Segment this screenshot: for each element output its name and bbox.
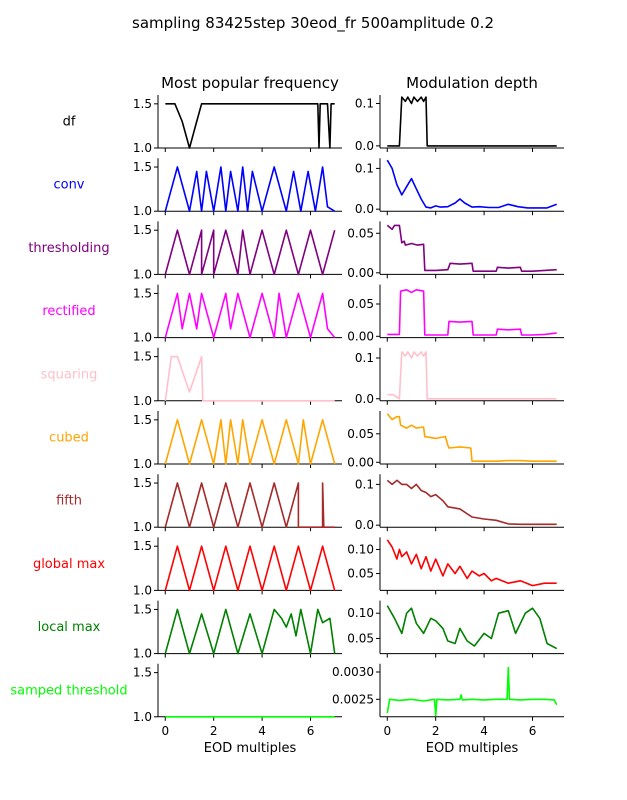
mod-ytick-label: 0.0030 [332, 665, 374, 679]
freq-ytick-label: 1.0 [133, 710, 152, 724]
panels: df 1.0 1.5 0.0 0.1 conv 1.0 1.5 0.0 0.1 thresholdi… [10, 95, 564, 738]
freq-ytick-label: 1.5 [133, 666, 152, 680]
freq-series-line-1 [164, 166, 336, 212]
mod-ytick-label: 0.0 [355, 392, 374, 406]
xlabel-frequency: EOD multiples [204, 741, 297, 756]
freq-series-line-7 [164, 545, 336, 592]
mod-ytick-label: 0.05 [347, 427, 374, 441]
mod-ytick-label: 0.1 [355, 161, 374, 175]
freq-series-line-5 [164, 418, 336, 465]
row-label-4: squaring [41, 367, 98, 382]
row-label-1: conv [53, 178, 84, 193]
mod-series-line-0 [387, 96, 557, 147]
freq-ytick-label: 1.5 [133, 223, 152, 237]
row-label-9: samped threshold [10, 683, 127, 698]
mod-ytick-label: 0.1 [355, 351, 374, 365]
mod-ytick-label: 0.1 [355, 96, 374, 110]
freq-series-line-2 [164, 229, 336, 276]
mod-ytick-label: 0.0 [355, 202, 374, 216]
row-label-0: df [63, 115, 76, 130]
mod-ytick-label: 0.1 [355, 477, 374, 491]
mod-xtick-label: 0 [383, 724, 391, 738]
freq-ytick-label: 1.0 [133, 647, 152, 661]
freq-ytick-label: 1.0 [133, 457, 152, 471]
freq-series-line-8 [164, 608, 336, 655]
freq-ytick-label: 1.0 [133, 331, 152, 345]
mod-series-line-1 [386, 159, 557, 209]
mod-ytick-label: 0.05 [347, 297, 374, 311]
row-label-7: global max [33, 557, 105, 572]
column-title-frequency: Most popular frequency [161, 74, 339, 92]
mod-ytick-label: 0.00 [347, 266, 374, 280]
mod-series-line-4 [387, 351, 557, 400]
row-label-8: local max [38, 620, 101, 635]
mod-ytick-label: 0.10 [347, 606, 374, 620]
mod-ytick-label: 0.00 [347, 329, 374, 343]
freq-ytick-label: 1.5 [133, 539, 152, 553]
freq-xtick-label: 0 [161, 724, 169, 738]
row-label-5: cubed [49, 431, 89, 446]
mod-ytick-label: 0.05 [347, 226, 374, 240]
mod-series-line-2 [386, 224, 557, 273]
mod-ytick-label: 0.10 [347, 542, 374, 556]
mod-series-line-8 [386, 605, 558, 650]
mod-xtick-label: 6 [529, 724, 537, 738]
mod-xtick-label: 2 [432, 724, 440, 738]
freq-series-line-0 [165, 103, 335, 149]
freq-series-line-4 [164, 355, 335, 402]
freq-xtick-label: 4 [258, 724, 266, 738]
freq-xtick-label: 6 [307, 724, 315, 738]
freq-ytick-label: 1.5 [133, 97, 152, 111]
mod-ytick-label: 0.00 [347, 455, 374, 469]
row-label-2: thresholding [28, 241, 109, 256]
mod-ytick-label: 0.0 [355, 518, 374, 532]
freq-ytick-label: 1.0 [133, 204, 152, 218]
mod-ytick-label: 0.05 [347, 567, 374, 581]
mod-ytick-label: 0.0 [355, 139, 374, 153]
freq-ytick-label: 1.0 [133, 583, 152, 597]
mod-series-line-5 [386, 413, 557, 463]
xlabel-modulation: EOD multiples [426, 741, 519, 756]
freq-ytick-label: 1.0 [133, 520, 152, 534]
freq-ytick-label: 1.0 [133, 267, 152, 281]
mod-ytick-label: 0.05 [347, 631, 374, 645]
freq-ytick-label: 1.0 [133, 141, 152, 155]
column-title-modulation: Modulation depth [406, 74, 538, 92]
mod-series-line-6 [386, 479, 557, 526]
freq-ytick-label: 1.5 [133, 476, 152, 490]
freq-ytick-label: 1.5 [133, 602, 152, 616]
freq-xtick-label: 2 [210, 724, 218, 738]
freq-series-line-3 [164, 292, 336, 339]
mod-xtick-label: 4 [480, 724, 488, 738]
freq-ytick-label: 1.0 [133, 394, 152, 408]
row-label-6: fifth [56, 494, 82, 509]
freq-ytick-label: 1.5 [133, 350, 152, 364]
mod-series-line-3 [387, 288, 557, 336]
row-label-3: rectified [42, 304, 95, 319]
figure-suptitle: sampling 83425step 30eod_fr 500amplitude… [132, 14, 494, 33]
freq-series-line-6 [164, 482, 335, 529]
mod-ytick-label: 0.0025 [332, 692, 374, 706]
freq-ytick-label: 1.5 [133, 286, 152, 300]
freq-ytick-label: 1.5 [133, 160, 152, 174]
freq-ytick-label: 1.5 [133, 413, 152, 427]
mod-series-line-9 [386, 666, 558, 717]
mod-series-line-7 [386, 539, 557, 587]
